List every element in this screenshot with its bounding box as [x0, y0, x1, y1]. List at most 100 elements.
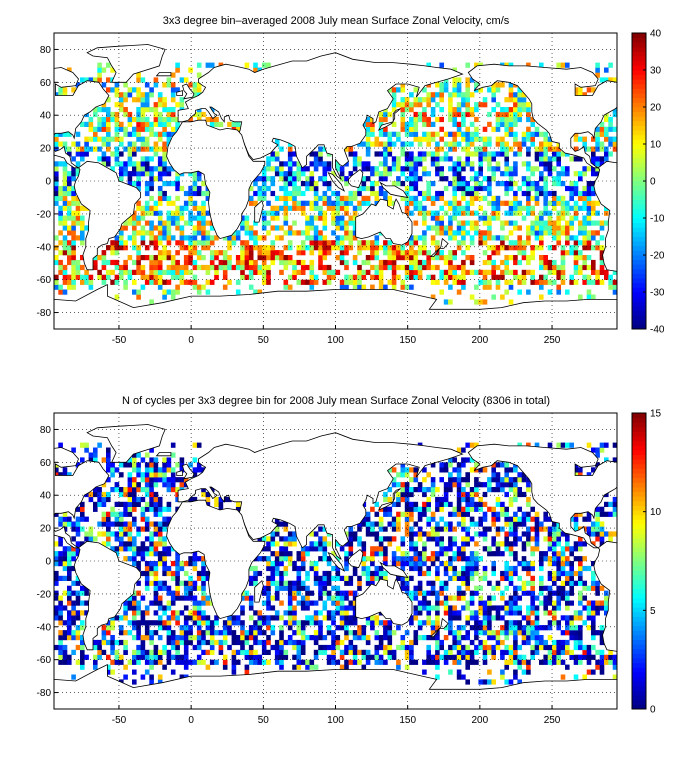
bin-cell: [383, 151, 388, 157]
bin-cell: [404, 200, 410, 206]
bin-cell: [396, 136, 401, 142]
bin-cell: [149, 501, 154, 507]
bin-cell: [417, 620, 423, 626]
bin-cell: [54, 610, 59, 616]
landmass: [467, 63, 617, 169]
bin-cell: [530, 506, 535, 512]
bin-cell: [465, 531, 470, 537]
bin-cell: [404, 585, 410, 591]
bin-cell: [526, 259, 531, 266]
bin-cell: [361, 541, 367, 547]
bin-cell: [153, 496, 159, 503]
bin-cell: [365, 259, 371, 266]
bin-cell: [478, 516, 483, 522]
bin-cell: [80, 264, 85, 271]
bin-cell: [560, 269, 566, 275]
bin-cell: [599, 156, 605, 162]
colorbar-segment: [632, 51, 646, 57]
bin-cell: [270, 205, 276, 211]
bin-cell: [400, 551, 406, 557]
bin-cell: [595, 141, 600, 147]
bin-cell: [491, 561, 496, 567]
bin-cell: [287, 635, 293, 641]
bin-cell: [344, 279, 349, 285]
bin-cell: [430, 605, 436, 611]
bin-cell: [521, 654, 527, 660]
bin-cell: [404, 526, 410, 532]
bin-cell: [608, 531, 613, 537]
bin-cell: [123, 171, 128, 177]
bin-cell: [474, 195, 479, 201]
bin-cell: [565, 664, 570, 670]
bin-cell: [192, 235, 198, 241]
bin-cell: [582, 215, 587, 221]
bin-cell: [71, 225, 76, 231]
bin-cell: [560, 279, 566, 285]
bin-cell: [409, 264, 414, 271]
bin-cell: [556, 521, 561, 527]
bin-cell: [387, 279, 393, 285]
bin-cell: [469, 521, 475, 527]
bin-cell: [461, 506, 466, 512]
bin-cell: [573, 259, 579, 266]
bin-cell: [426, 506, 431, 512]
bin-cell: [495, 264, 501, 271]
bin-cell: [157, 185, 163, 192]
bin-cell: [404, 575, 410, 581]
bin-cell: [279, 536, 284, 542]
bin-cell: [487, 181, 492, 187]
x-tick-label: 200: [472, 335, 489, 346]
bin-cell: [474, 610, 479, 616]
bin-cell: [482, 501, 488, 507]
bin-cell: [157, 585, 163, 591]
bin-cell: [188, 259, 193, 266]
bin-cell: [192, 181, 198, 187]
colorbar-segment: [632, 176, 646, 182]
bin-cell: [569, 565, 574, 572]
bin-cell: [443, 546, 449, 552]
bin-cell: [413, 565, 419, 572]
bin-cell: [157, 654, 163, 660]
bin-cell: [344, 146, 349, 152]
y-tick-label: 20: [40, 144, 52, 155]
bin-cell: [352, 195, 358, 201]
bin-cell: [391, 97, 397, 103]
bin-cell: [166, 289, 172, 295]
bin-cell: [448, 116, 453, 123]
bin-cell: [175, 649, 180, 655]
bin-cell: [521, 561, 527, 567]
bin-cell: [530, 279, 535, 285]
bin-cell: [443, 274, 449, 280]
bin-cell: [266, 250, 271, 256]
bin-cell: [318, 215, 323, 221]
bin-cell: [573, 654, 579, 660]
bin-cell: [157, 116, 163, 123]
bin-cell: [435, 220, 440, 226]
bin-cell: [465, 536, 470, 542]
bin-cell: [287, 590, 293, 596]
bin-cell: [140, 674, 146, 680]
y-tick-label: 40: [40, 111, 52, 122]
bin-cell: [469, 615, 475, 621]
bin-cell: [448, 166, 453, 172]
bin-cell: [370, 245, 375, 251]
bin-cell: [166, 240, 172, 246]
bin-cell: [378, 644, 384, 651]
bin-cell: [422, 620, 427, 626]
bin-cell: [391, 107, 397, 113]
bin-cell: [106, 156, 111, 162]
bin-cell: [604, 610, 609, 616]
bin-cell: [556, 556, 561, 562]
bin-cell: [409, 210, 414, 216]
bin-cell: [526, 235, 531, 241]
bin-cell: [487, 156, 492, 162]
bin-cell: [508, 679, 514, 685]
bin-cell: [422, 195, 427, 201]
bin-cell: [383, 111, 388, 118]
bin-cell: [305, 659, 310, 665]
bin-cell: [149, 531, 154, 537]
bin-cell: [417, 190, 423, 197]
bin-cell: [387, 625, 393, 631]
bin-cell: [136, 72, 141, 78]
bin-cell: [409, 161, 414, 167]
